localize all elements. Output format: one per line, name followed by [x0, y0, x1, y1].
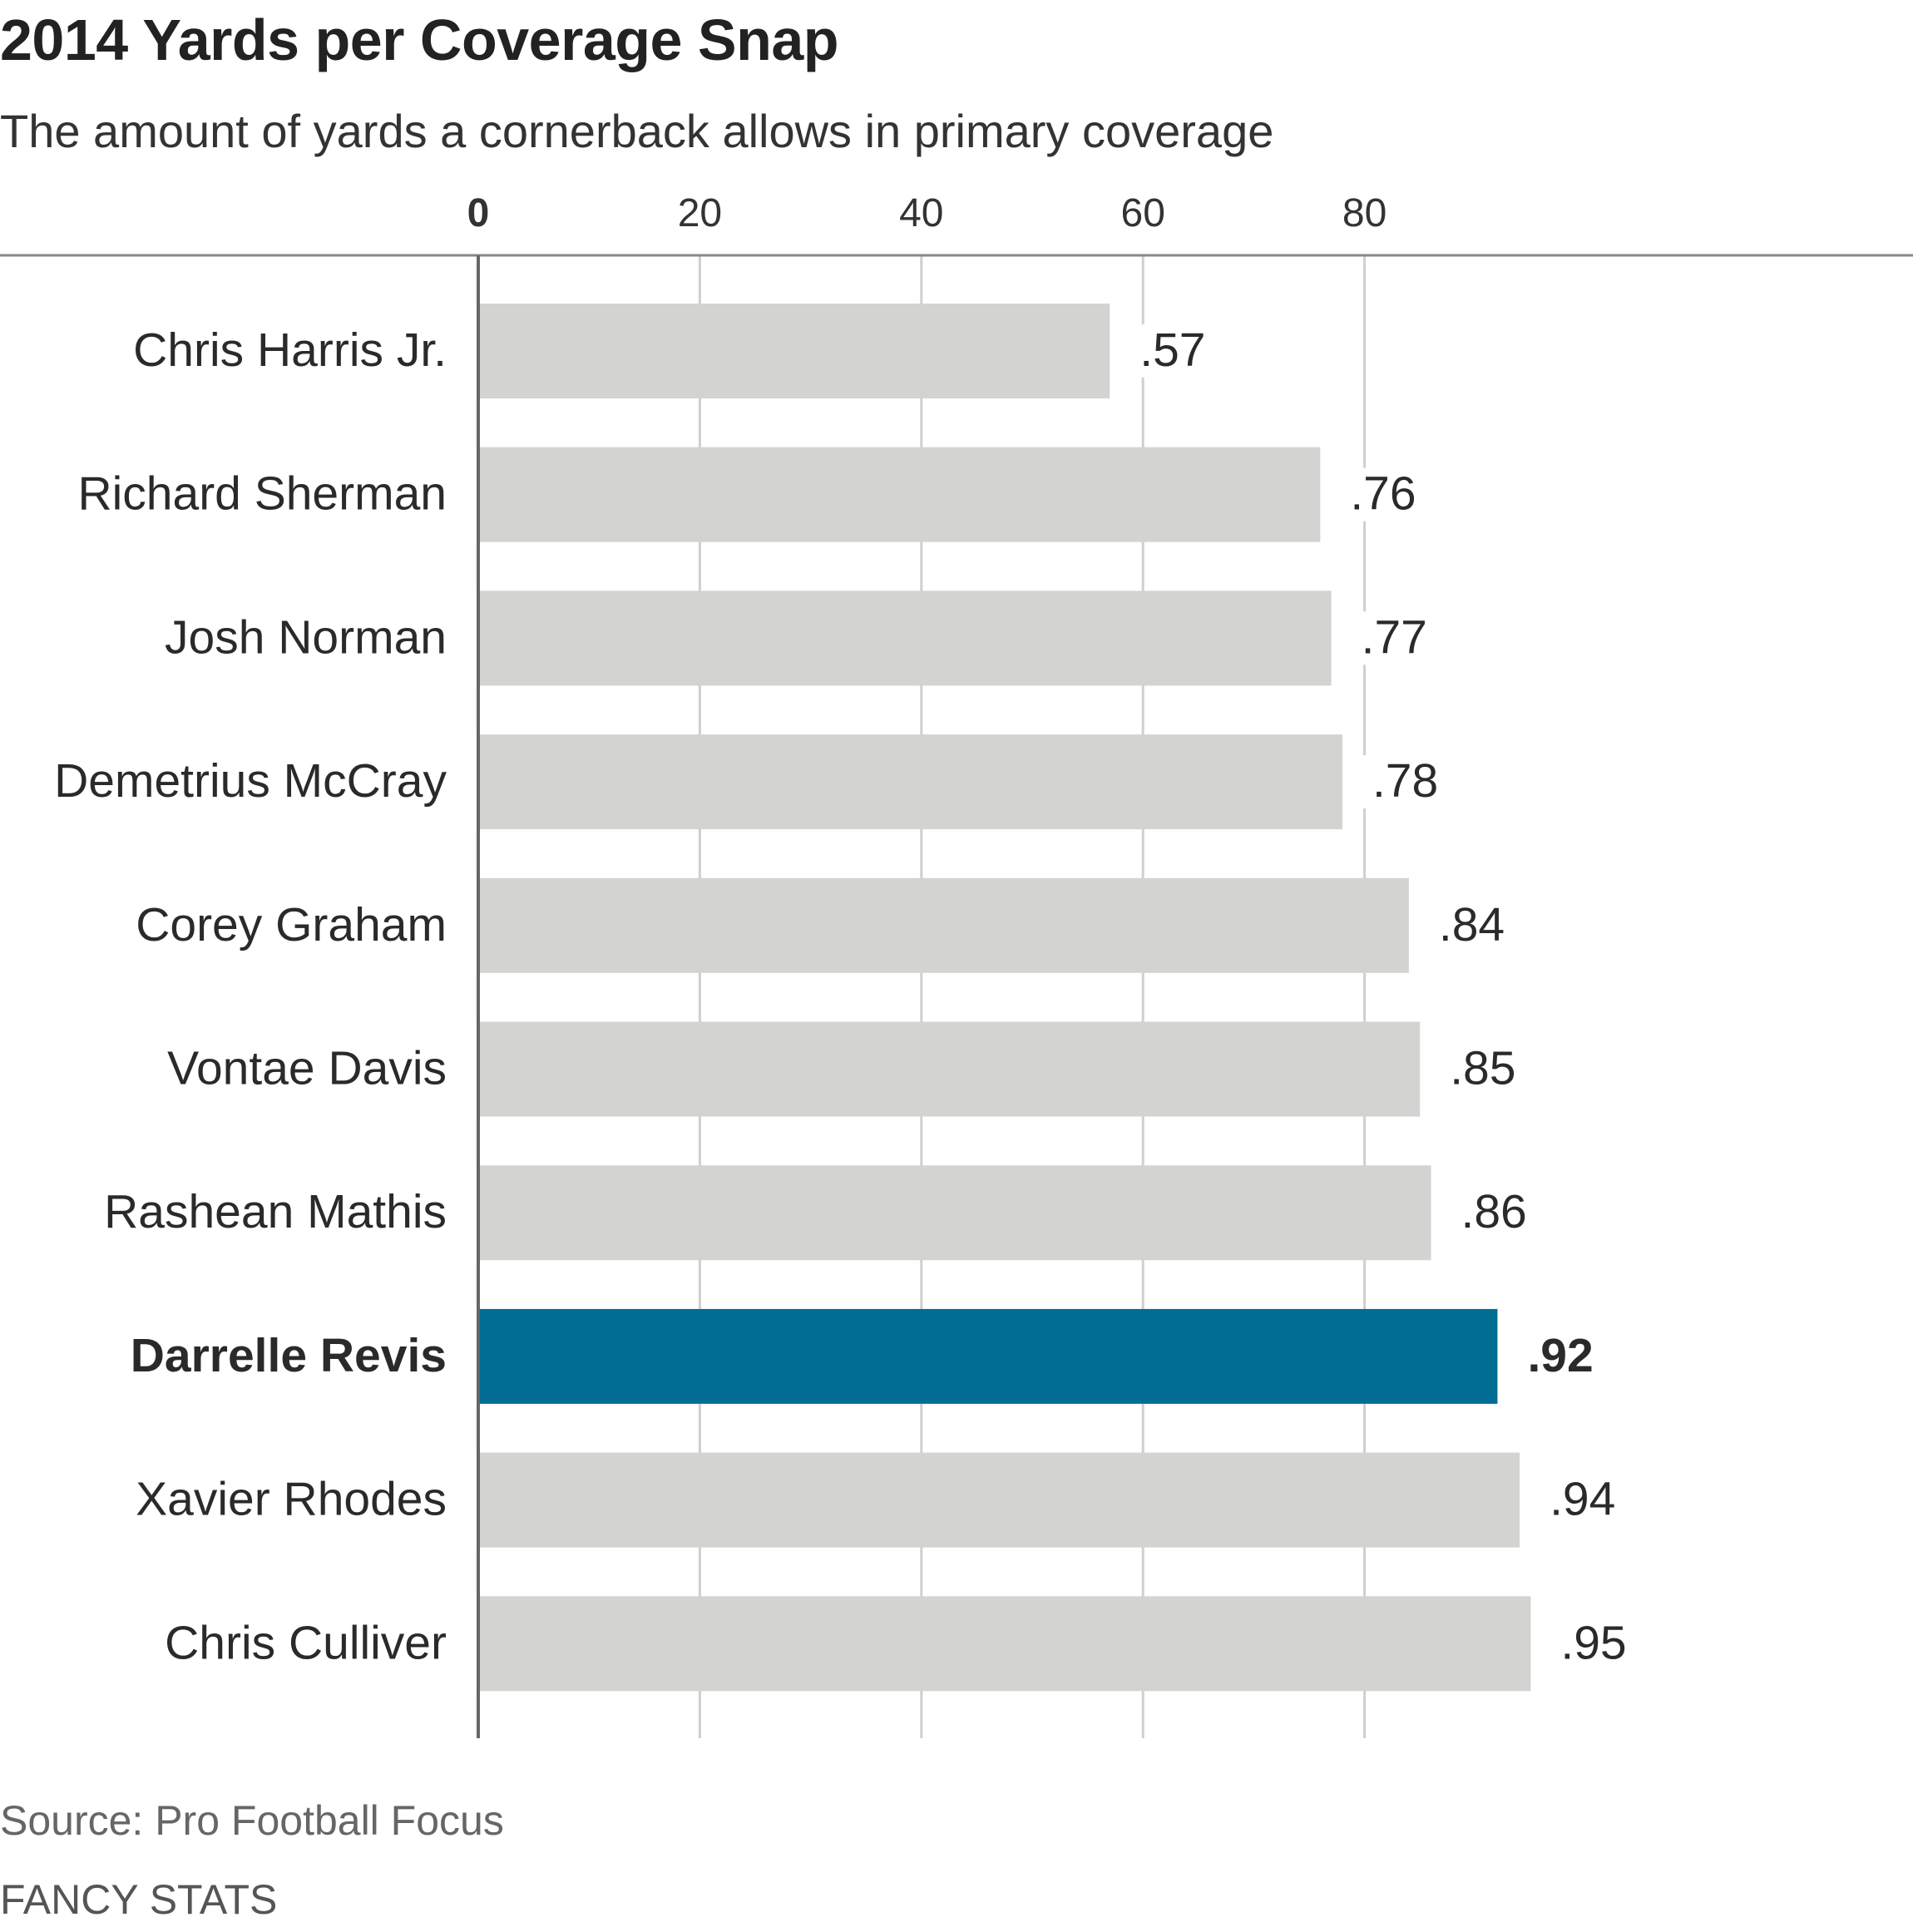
category-label: Darrelle Revis	[131, 1329, 447, 1382]
data-label: .95	[1560, 1616, 1626, 1669]
value-label-backdrop	[1425, 898, 1534, 952]
x-tick-label: 60	[1121, 191, 1165, 235]
category-label: Josh Norman	[165, 610, 447, 664]
bar	[478, 590, 1332, 686]
x-tick-label: 0	[467, 191, 490, 235]
chart-subtitle: The amount of yards a cornerback allows …	[0, 105, 1274, 157]
x-tick-label: 20	[678, 191, 722, 235]
bar	[478, 1308, 1498, 1404]
value-label-backdrop	[1514, 1329, 1623, 1383]
data-label: .78	[1372, 754, 1438, 808]
data-label: .94	[1550, 1473, 1615, 1526]
bar	[478, 877, 1409, 973]
value-label-backdrop	[1347, 611, 1456, 665]
data-label: .76	[1350, 467, 1416, 521]
bar	[478, 1452, 1520, 1548]
category-label: Richard Sherman	[77, 467, 447, 521]
value-label-backdrop	[1337, 467, 1446, 521]
value-label-backdrop	[1436, 1042, 1545, 1096]
credit-line: FANCY STATS	[0, 1876, 278, 1923]
category-label: Chris Harris Jr.	[133, 324, 447, 377]
bar	[478, 1021, 1421, 1117]
chart-title: 2014 Yards per Coverage Snap	[0, 7, 839, 72]
bar	[478, 734, 1342, 830]
bar	[478, 1165, 1431, 1261]
data-label: .86	[1461, 1185, 1527, 1238]
source-note: Source: Pro Football Focus	[0, 1797, 504, 1844]
data-label: .85	[1450, 1042, 1515, 1095]
category-label: Demetrius McCray	[54, 754, 447, 808]
category-label: Corey Graham	[136, 898, 447, 951]
bar	[478, 447, 1321, 542]
value-label-backdrop	[1126, 324, 1235, 378]
category-label: Xavier Rhodes	[136, 1473, 447, 1526]
category-label: Vontae Davis	[167, 1042, 447, 1095]
category-label: Chris Culliver	[165, 1616, 447, 1669]
bar-chart: 0 20 40 60 80 Chris Harris Jr. .57 Richard Sher…	[0, 191, 1913, 1738]
data-label: .92	[1527, 1329, 1593, 1382]
data-label: .84	[1439, 898, 1505, 951]
x-tick-label: 40	[899, 191, 943, 235]
value-label-backdrop	[1536, 1473, 1645, 1527]
value-label-backdrop	[1358, 755, 1467, 809]
value-label-backdrop	[1547, 1617, 1656, 1671]
value-label-backdrop	[1447, 1186, 1556, 1240]
x-tick-label: 80	[1342, 191, 1387, 235]
data-label: .77	[1362, 610, 1427, 664]
category-label: Rashean Mathis	[104, 1185, 447, 1238]
data-label: .57	[1139, 324, 1205, 377]
bar	[478, 1596, 1531, 1692]
bar	[478, 304, 1110, 398]
